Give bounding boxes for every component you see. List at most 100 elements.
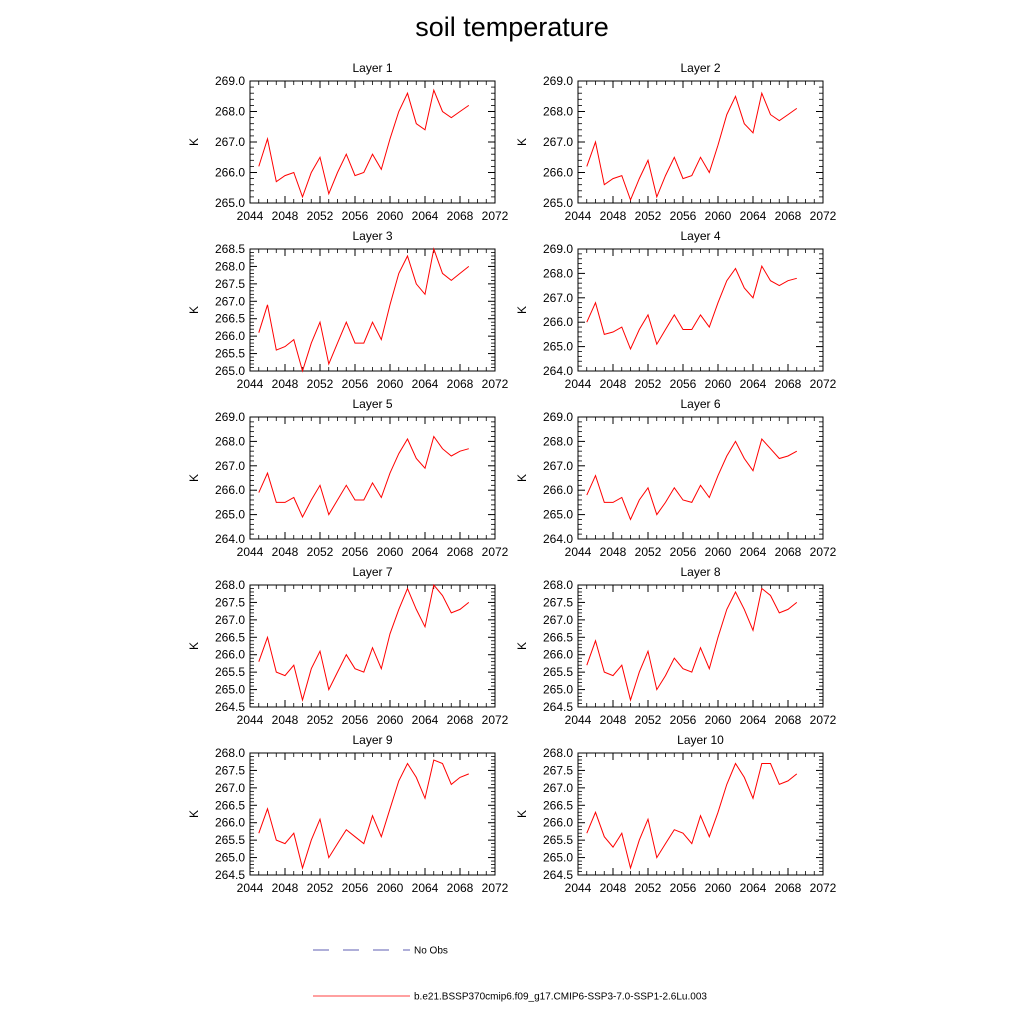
x-tick-label: 2060 [377, 545, 404, 559]
x-tick-label: 2044 [565, 377, 592, 391]
x-tick-label: 2056 [342, 377, 369, 391]
y-tick-label: 266.0 [543, 315, 573, 329]
x-tick-label: 2048 [272, 881, 299, 895]
y-axis-label: K [515, 810, 529, 818]
series-line [258, 759, 469, 870]
x-tick-label: 2044 [237, 377, 264, 391]
x-tick-label: 2048 [600, 209, 627, 223]
y-tick-label: 264.0 [215, 532, 245, 546]
y-axis-label: K [187, 474, 201, 482]
panel-layer-3: 2044 2048 2052 2056 2060 2064 2068 2072 265.0 265… [187, 229, 509, 391]
x-tick-label: 2044 [565, 881, 592, 895]
legend-label: b.e21.BSSP370cmip6.f09_g17.CMIP6-SSP3-7.… [414, 992, 707, 1003]
y-tick-label: 265.5 [543, 833, 573, 847]
x-tick-label: 2068 [775, 377, 802, 391]
x-tick-label: 2072 [810, 881, 837, 895]
y-tick-label: 266.0 [215, 648, 245, 662]
series-line [258, 247, 470, 373]
x-tick-label: 2052 [307, 377, 334, 391]
x-tick-label: 2068 [447, 713, 474, 727]
y-tick-label: 268.0 [543, 746, 573, 760]
panel-title: Layer 1 [352, 61, 392, 75]
x-tick-label: 2064 [740, 209, 767, 223]
y-tick-label: 266.0 [215, 483, 245, 497]
x-tick-label: 2064 [412, 545, 439, 559]
y-tick-label: 267.0 [543, 459, 573, 473]
y-tick-label: 267.0 [215, 459, 245, 473]
panel-title: Layer 7 [352, 565, 392, 579]
panel-title: Layer 6 [680, 397, 720, 411]
x-tick-label: 2064 [740, 377, 767, 391]
y-axis-label: K [187, 642, 201, 650]
y-tick-label: 266.5 [543, 630, 573, 644]
x-tick-label: 2048 [600, 377, 627, 391]
plot-frame [577, 80, 824, 204]
x-tick-label: 2068 [447, 209, 474, 223]
y-tick-label: 269.0 [543, 242, 573, 256]
x-tick-label: 2048 [272, 545, 299, 559]
y-tick-label: 264.5 [215, 868, 245, 882]
y-tick-label: 268.0 [215, 105, 245, 119]
x-tick-label: 2068 [447, 881, 474, 895]
y-tick-label: 265.0 [543, 196, 573, 210]
y-tick-label: 268.0 [543, 266, 573, 280]
x-tick-label: 2072 [482, 209, 509, 223]
x-tick-label: 2056 [670, 713, 697, 727]
x-tick-label: 2060 [705, 713, 732, 727]
x-tick-label: 2060 [705, 377, 732, 391]
x-tick-label: 2048 [600, 881, 627, 895]
x-tick-label: 2052 [307, 545, 334, 559]
y-tick-label: 268.0 [215, 578, 245, 592]
y-tick-label: 268.0 [543, 434, 573, 448]
x-tick-label: 2072 [482, 713, 509, 727]
x-tick-label: 2052 [635, 209, 662, 223]
x-tick-label: 2060 [377, 713, 404, 727]
panel-title: Layer 5 [352, 397, 392, 411]
x-tick-label: 2056 [342, 209, 369, 223]
x-tick-label: 2048 [600, 545, 627, 559]
x-tick-label: 2048 [272, 377, 299, 391]
plot-frame [249, 584, 496, 708]
y-tick-label: 268.0 [543, 578, 573, 592]
x-tick-label: 2072 [810, 713, 837, 727]
y-tick-label: 264.5 [543, 868, 573, 882]
y-tick-label: 265.0 [215, 196, 245, 210]
series-line [586, 264, 797, 351]
y-tick-label: 267.0 [215, 613, 245, 627]
plot-frame [249, 752, 496, 876]
y-tick-label: 268.0 [215, 434, 245, 448]
y-tick-label: 269.0 [543, 410, 573, 424]
panel-layer-9: 2044 2048 2052 2056 2060 2064 2068 2072 264.5 265… [187, 733, 509, 895]
x-tick-label: 2056 [342, 881, 369, 895]
x-tick-label: 2064 [412, 209, 439, 223]
y-tick-label: 264.0 [543, 532, 573, 546]
y-tick-label: 265.5 [215, 833, 245, 847]
x-tick-label: 2056 [342, 545, 369, 559]
x-tick-label: 2056 [342, 713, 369, 727]
y-tick-label: 267.5 [543, 763, 573, 777]
x-tick-label: 2044 [565, 545, 592, 559]
plot-frame [249, 248, 496, 372]
y-tick-label: 265.0 [543, 340, 573, 354]
y-tick-label: 265.0 [215, 364, 245, 378]
panel-title: Layer 8 [680, 565, 720, 579]
x-tick-label: 2072 [810, 545, 837, 559]
x-tick-label: 2072 [810, 377, 837, 391]
x-tick-label: 2064 [740, 881, 767, 895]
x-tick-label: 2072 [482, 881, 509, 895]
y-tick-label: 267.0 [215, 294, 245, 308]
series-line [586, 762, 798, 870]
x-tick-label: 2064 [412, 713, 439, 727]
y-tick-label: 268.0 [215, 259, 245, 273]
x-tick-label: 2044 [237, 881, 264, 895]
panel-layer-2: 2044 2048 2052 2056 2060 2064 2068 2072 265.0 266… [515, 61, 837, 223]
x-tick-label: 2068 [775, 545, 802, 559]
x-tick-label: 2072 [810, 209, 837, 223]
y-tick-label: 265.0 [543, 683, 573, 697]
x-tick-label: 2052 [307, 209, 334, 223]
series-line [586, 437, 798, 521]
plot-frame [249, 80, 496, 204]
y-tick-label: 265.0 [215, 851, 245, 865]
x-tick-label: 2052 [635, 377, 662, 391]
y-tick-label: 267.5 [215, 595, 245, 609]
